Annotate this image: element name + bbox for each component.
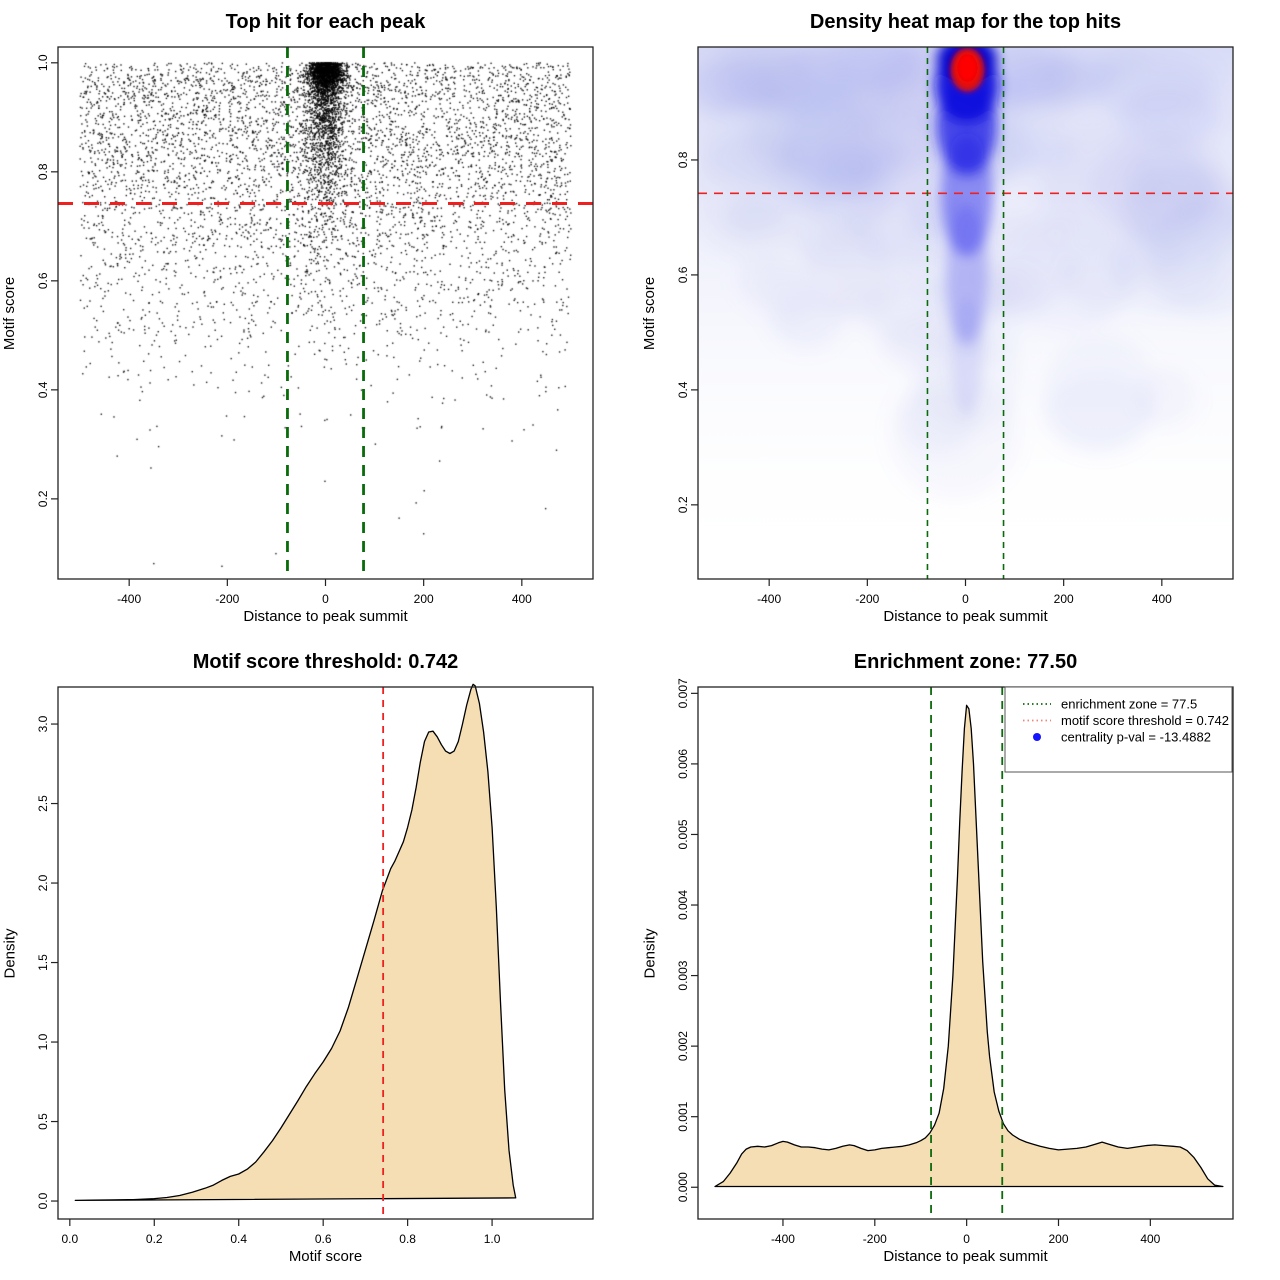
y-tick-label: 1.0 xyxy=(36,54,50,71)
x-tick-label: 0 xyxy=(322,592,329,606)
y-tick-label: 0.001 xyxy=(676,1101,690,1131)
heatmap-plot-svg: -400 -200 0 200 400 0.2 0.4 0.6 0.8 xyxy=(676,46,1234,606)
heat-hotspot xyxy=(950,47,985,92)
y-tick-label: 0.6 xyxy=(676,266,690,283)
y-tick-label: 0.5 xyxy=(36,1113,50,1130)
x-tick-label: 400 xyxy=(1152,592,1172,606)
y-tick-label: 0.8 xyxy=(36,163,50,180)
distance-density-title: Enrichment zone: 77.50 xyxy=(853,651,1078,673)
density-curve xyxy=(714,704,1224,1188)
y-tick-label: 1.5 xyxy=(36,954,50,971)
y-tick-label: 1.0 xyxy=(36,1033,50,1050)
axes: -400 -200 0 200 400 0.2 0.4 0.6 0.8 xyxy=(676,46,1234,606)
y-tick-label: 0.4 xyxy=(36,381,50,398)
score-density-ylabel: Density xyxy=(1,927,19,979)
x-tick-label: 200 xyxy=(1054,592,1074,606)
score-density-plot-svg: 0.0 0.2 0.4 0.6 0.8 1.0 0.0 0.5 1.0 1.5 2.0 2.5 3.0 xyxy=(36,683,594,1246)
y-tick-label: 0.007 xyxy=(676,678,690,708)
distance-density-xlabel: Distance to peak summit xyxy=(883,1248,1048,1265)
x-tick-label: -200 xyxy=(863,1232,887,1246)
y-tick-label: 0.006 xyxy=(676,749,690,779)
x-tick-label: 400 xyxy=(1140,1232,1160,1246)
axes: -400 -200 0 200 400 0.2 0.4 0.6 0.8 1.0 xyxy=(36,46,594,606)
y-tick-label: 3.0 xyxy=(36,715,50,732)
y-tick-label: 0.8 xyxy=(676,151,690,168)
x-tick-label: -400 xyxy=(771,1232,795,1246)
x-tick-label: 200 xyxy=(414,592,434,606)
y-tick-label: 0.004 xyxy=(676,890,690,920)
x-tick-label: 0.4 xyxy=(230,1232,247,1246)
scatter-plot-svg: -400 -200 0 200 400 0.2 0.4 0.6 0.8 1.0 xyxy=(36,46,594,606)
y-tick-label: 0.2 xyxy=(676,496,690,513)
legend-item-label: centrality p-val = -13.4882 xyxy=(1061,730,1211,745)
scatter-ylabel: Motif score xyxy=(1,276,19,350)
x-tick-label: -400 xyxy=(757,592,781,606)
legend-item-label: enrichment zone = 77.5 xyxy=(1061,697,1197,712)
x-tick-label: 0.0 xyxy=(61,1232,78,1246)
heatmap-title: Density heat map for the top hits xyxy=(809,11,1122,33)
score-density-title: Motif score threshold: 0.742 xyxy=(192,651,459,673)
y-tick-label: 0.0 xyxy=(36,1192,50,1209)
x-tick-label: 0 xyxy=(963,1232,970,1246)
y-tick-label: 0.005 xyxy=(676,819,690,849)
legend-sample-point xyxy=(1033,733,1041,741)
x-tick-label: -200 xyxy=(215,592,239,606)
score-density-xlabel: Motif score xyxy=(288,1248,363,1265)
heat-plume xyxy=(934,47,999,416)
x-tick-label: 0.2 xyxy=(146,1232,163,1246)
heatmap-surface xyxy=(698,47,1233,579)
y-tick-label: 2.5 xyxy=(36,795,50,812)
panel-scatter-top-hits: -400 -200 0 200 400 0.2 0.4 0.6 0.8 1.0 Top hit f… xyxy=(0,0,640,640)
x-tick-label: 1.0 xyxy=(484,1232,501,1246)
heatmap-ylabel: Motif score xyxy=(641,276,659,350)
scatter-points-canvas xyxy=(0,0,640,640)
panel-motif-score-density: 0.0 0.2 0.4 0.6 0.8 1.0 0.0 0.5 1.0 1.5 2.0 2.5 3.0 … xyxy=(0,640,640,1280)
x-tick-label: 0.6 xyxy=(315,1232,332,1246)
distance-density-ylabel: Density xyxy=(641,927,659,979)
y-tick-label: 0.002 xyxy=(676,1031,690,1061)
scatter-xlabel: Distance to peak summit xyxy=(243,608,408,625)
legend-item-label: motif score threshold = 0.742 xyxy=(1061,713,1229,728)
scatter-title: Top hit for each peak xyxy=(225,11,426,33)
y-tick-label: 0.003 xyxy=(676,960,690,990)
x-tick-label: 400 xyxy=(512,592,532,606)
axes: -400 -200 0 200 400 0.000 0.001 0.002 0.003 0.004… xyxy=(676,678,1234,1246)
distance-density-plot-svg: -400 -200 0 200 400 0.000 0.001 0.002 0.003 0.004… xyxy=(676,678,1234,1246)
y-tick-label: 2.0 xyxy=(36,874,50,891)
y-tick-label: 0.2 xyxy=(36,490,50,507)
density-curve xyxy=(74,683,517,1202)
x-tick-label: -400 xyxy=(117,592,141,606)
x-tick-label: 0 xyxy=(962,592,969,606)
y-tick-label: 0.000 xyxy=(676,1172,690,1202)
panel-distance-density: -400 -200 0 200 400 0.000 0.001 0.002 0.003 0.004… xyxy=(640,640,1280,1280)
y-tick-label: 0.6 xyxy=(36,272,50,289)
x-tick-label: 0.8 xyxy=(399,1232,416,1246)
x-tick-label: -200 xyxy=(855,592,879,606)
x-tick-label: 200 xyxy=(1048,1232,1068,1246)
axes: 0.0 0.2 0.4 0.6 0.8 1.0 0.0 0.5 1.0 1.5 2.0 2.5 3.0 xyxy=(36,686,594,1246)
panel-density-heatmap: -400 -200 0 200 400 0.2 0.4 0.6 0.8 Density heat… xyxy=(640,0,1280,640)
y-tick-label: 0.4 xyxy=(676,381,690,398)
heatmap-xlabel: Distance to peak summit xyxy=(883,608,1048,625)
